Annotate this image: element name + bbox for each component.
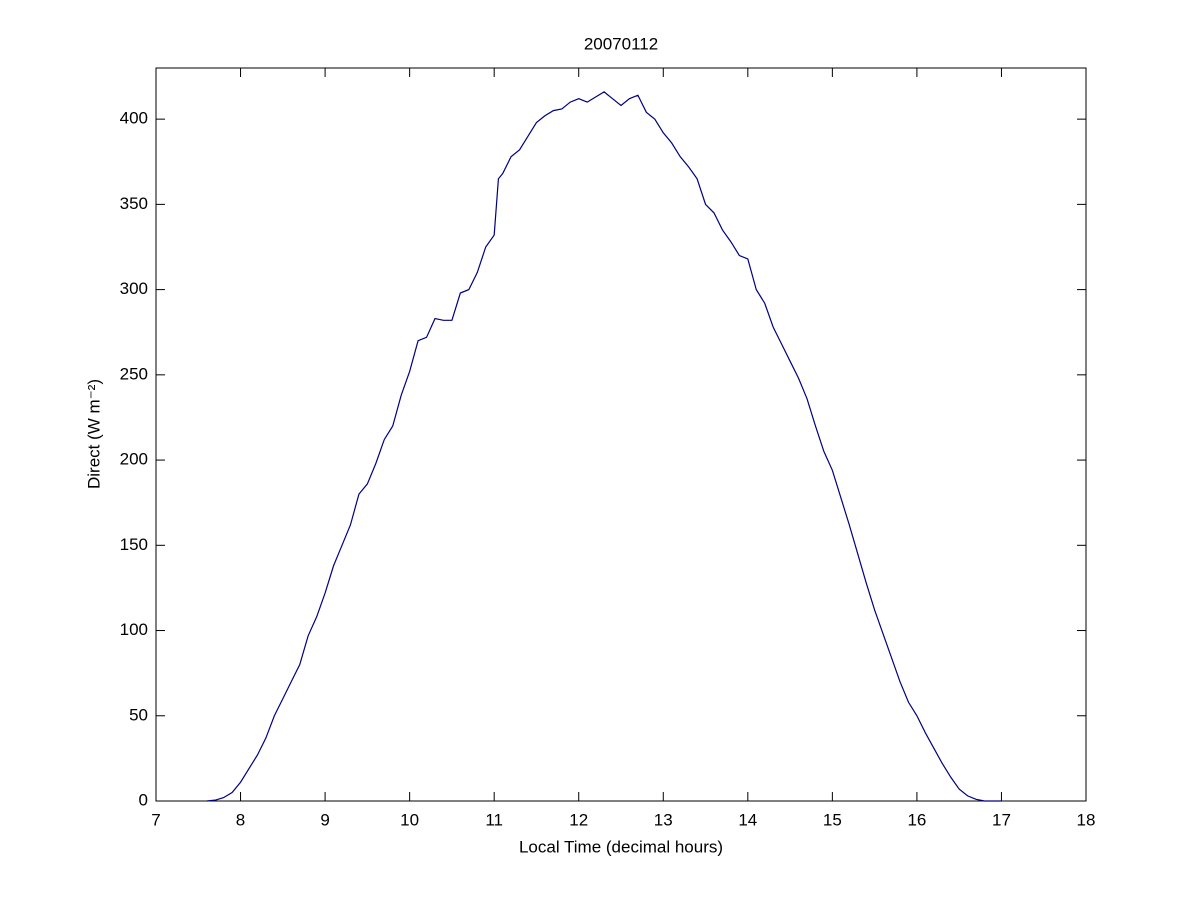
y-tick-label: 400 (120, 109, 148, 128)
y-tick-label: 250 (120, 364, 148, 383)
x-tick-label: 14 (738, 810, 757, 829)
y-tick-label: 0 (139, 790, 148, 809)
x-tick-label: 8 (236, 810, 245, 829)
x-tick-label: 9 (320, 810, 329, 829)
x-tick-label: 16 (907, 810, 926, 829)
x-tick-label: 13 (654, 810, 673, 829)
plot-frame (155, 67, 1087, 802)
y-tick-label: 300 (120, 279, 148, 298)
data-line (206, 91, 1002, 802)
x-tick-label: 17 (992, 810, 1011, 829)
y-tick-label: 350 (120, 194, 148, 213)
y-tick-label: 50 (129, 705, 148, 724)
x-tick-label: 11 (485, 810, 503, 829)
y-axis-label: Direct (W m⁻²) (84, 379, 103, 489)
x-tick-label: 7 (151, 810, 160, 829)
x-tick-label: 12 (569, 810, 588, 829)
x-tick-label: 10 (400, 810, 419, 829)
x-tick-label: 15 (823, 810, 842, 829)
x-tick-label: 18 (1077, 810, 1096, 829)
y-tick-label: 100 (120, 620, 148, 639)
y-tick-label: 150 (120, 535, 148, 554)
x-axis-label: Local Time (decimal hours) (519, 837, 723, 856)
y-tick-label: 200 (120, 450, 148, 469)
chart-title: 20070112 (584, 34, 658, 53)
